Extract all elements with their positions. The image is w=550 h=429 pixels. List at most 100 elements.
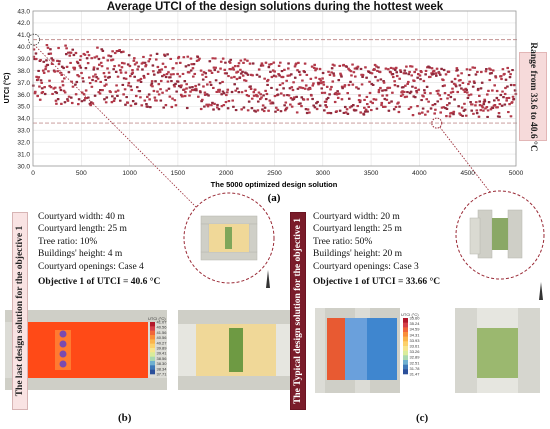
scatter-point	[283, 104, 286, 107]
scatter-point	[356, 104, 360, 108]
scatter-point	[149, 54, 153, 57]
scatter-point	[123, 62, 126, 65]
scatter-point	[442, 68, 446, 72]
scatter-point	[512, 97, 516, 101]
scatter-point	[167, 71, 170, 74]
scatter-point	[239, 72, 243, 75]
scatter-point	[454, 83, 457, 86]
scatter-point	[429, 107, 433, 110]
scatter-point	[282, 87, 285, 90]
x-tick-label: 500	[76, 170, 87, 177]
scatter-point	[384, 89, 388, 92]
scatter-point	[127, 54, 131, 57]
scatter-point	[105, 83, 108, 86]
scatter-point	[34, 52, 38, 55]
scatter-point	[341, 87, 344, 90]
zoom-3d-model-b	[200, 215, 258, 261]
scatter-point	[101, 89, 104, 92]
panel-c-line: Courtyard length: 25 m	[313, 224, 402, 235]
scatter-point	[406, 90, 409, 94]
scatter-point	[318, 67, 322, 71]
scatter-point	[269, 70, 272, 73]
y-tick-label: 41.0	[17, 32, 30, 39]
scatter-point	[273, 70, 276, 73]
scatter-point	[435, 74, 438, 77]
scatter-point	[287, 67, 290, 70]
scatter-point	[401, 93, 405, 96]
scatter-point	[407, 80, 410, 84]
scatter-point	[270, 75, 274, 79]
scatter-point	[359, 99, 362, 102]
panel-b-label: (b)	[118, 412, 132, 424]
scatter-point	[347, 83, 351, 87]
scatter-point	[467, 73, 471, 77]
scatter-point	[413, 70, 416, 74]
scatter-point	[284, 101, 288, 104]
scatter-point	[497, 98, 500, 102]
scatter-point	[54, 99, 58, 102]
scatter-point	[443, 84, 446, 87]
scatter-point	[474, 101, 478, 104]
scatter-point	[133, 75, 136, 78]
scatter-point	[69, 51, 73, 54]
colorbar-tick-label: 38.34	[157, 366, 168, 371]
y-tick-label: 37.0	[17, 80, 30, 87]
scatter-point	[460, 87, 463, 90]
scatter-point	[489, 68, 492, 71]
scatter-point	[377, 66, 380, 69]
scatter-point	[80, 100, 84, 103]
scatter-point	[98, 63, 101, 66]
scatter-point	[241, 70, 244, 73]
panel-b-line: Tree ratio: 10%	[38, 236, 98, 247]
scatter-point	[381, 94, 384, 97]
scatter-point	[252, 94, 256, 97]
scatter-point	[410, 74, 414, 77]
scatter-point	[501, 90, 504, 93]
scatter-point	[88, 81, 92, 85]
scatter-point	[214, 66, 217, 69]
scatter-point	[510, 101, 514, 104]
scatter-point	[120, 66, 124, 69]
scatter-point	[387, 109, 391, 112]
scatter-point	[81, 77, 85, 80]
scatter-point	[92, 75, 95, 78]
colorbar-segment	[150, 365, 155, 370]
scatter-point	[465, 88, 468, 92]
scatter-point	[185, 83, 188, 86]
scatter-point	[215, 90, 219, 94]
scatter-point	[213, 102, 216, 105]
scatter-point	[170, 105, 174, 109]
scatter-point	[431, 103, 435, 107]
scatter-point	[293, 76, 297, 79]
colorbar-tick-label: 41.56	[157, 330, 168, 335]
scatter-point	[50, 62, 54, 65]
scatter-point	[177, 55, 181, 59]
scatter-point	[507, 110, 510, 114]
scatter-point	[251, 74, 254, 77]
scatter-point	[93, 56, 97, 59]
scatter-point	[375, 107, 379, 110]
scatter-point	[340, 75, 343, 78]
scatter-point	[355, 86, 358, 89]
scatter-point	[236, 70, 240, 73]
scatter-point	[264, 97, 268, 101]
scatter-point	[471, 85, 475, 88]
scatter-point	[381, 89, 384, 92]
scatter-point	[361, 75, 364, 78]
scatter-point	[319, 79, 323, 82]
scatter-point	[478, 94, 481, 97]
scatter-point	[220, 105, 224, 108]
scatter-point	[407, 73, 411, 76]
scatter-point	[115, 50, 119, 53]
scatter-point	[421, 107, 425, 110]
scatter-point	[448, 102, 451, 105]
scatter-point	[129, 75, 132, 78]
scatter-point	[142, 74, 146, 78]
scatter-point	[285, 79, 288, 82]
scatter-point	[222, 92, 226, 95]
scatter-point	[48, 79, 51, 82]
scatter-point	[180, 84, 183, 87]
scatter-point	[83, 53, 87, 56]
scatter-point	[411, 114, 415, 117]
scatter-point	[56, 70, 59, 73]
